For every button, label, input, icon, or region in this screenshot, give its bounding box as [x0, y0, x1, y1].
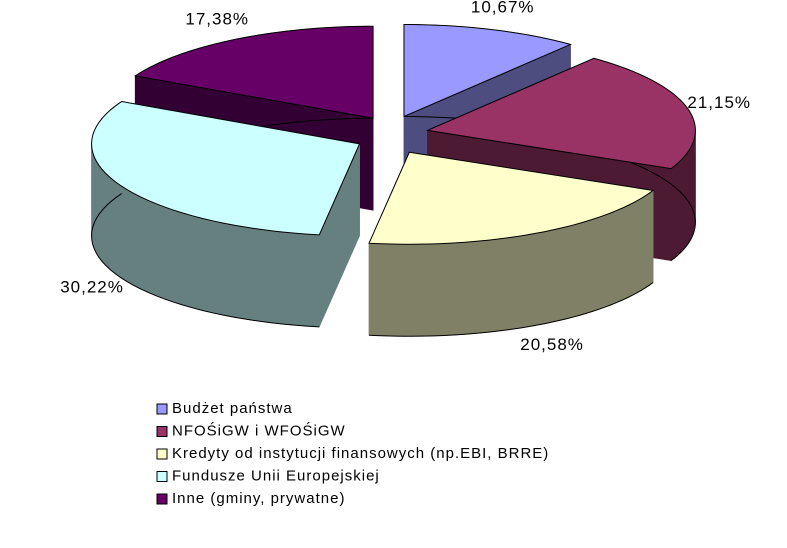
slice-side — [437, 243, 448, 337]
slice-side — [488, 238, 498, 333]
slice-side — [246, 226, 259, 322]
slice-side — [640, 195, 646, 291]
slice-side — [649, 189, 654, 286]
slice-side — [680, 156, 685, 253]
slice-side — [621, 205, 628, 301]
slice — [368, 151, 655, 337]
slice-side — [670, 165, 676, 262]
slice-side — [674, 162, 679, 259]
slice-edge — [91, 193, 320, 328]
slice-top — [91, 100, 361, 236]
slice-side — [565, 224, 574, 320]
legend: Inne (gminy, prywatne) — [172, 490, 345, 507]
slice-side — [480, 239, 490, 334]
slice-side — [598, 214, 606, 310]
legend-swatch — [156, 471, 168, 482]
slice-side — [281, 231, 295, 326]
slice-side — [164, 206, 174, 303]
slice-side — [269, 230, 283, 325]
slice-side — [626, 202, 633, 299]
slice-side — [604, 212, 612, 308]
slice-side — [173, 209, 184, 306]
slice-side — [579, 220, 587, 316]
slice-side — [420, 243, 430, 337]
legend: NFOŚiGW i WFOŚiGW — [172, 421, 346, 439]
legend-swatch — [156, 493, 168, 505]
slice-side — [645, 192, 650, 289]
slice-side — [202, 218, 214, 314]
slice-side — [257, 228, 271, 323]
slice-side — [592, 216, 600, 312]
slice-side — [429, 243, 439, 337]
slice-side — [446, 242, 456, 336]
slice-side — [558, 226, 567, 321]
slice-side — [586, 218, 594, 314]
slice-edge — [369, 282, 654, 337]
slice-side — [610, 210, 617, 306]
slice-side — [140, 196, 149, 293]
legend: Budżet państwa — [172, 400, 293, 417]
slice-side — [306, 233, 320, 328]
data-label: 20,58% — [520, 335, 584, 354]
slice — [91, 100, 361, 328]
slice-side — [572, 222, 581, 318]
slice-top — [425, 57, 696, 170]
slice-top — [133, 25, 374, 119]
slice-side — [513, 235, 522, 330]
slice-side — [505, 236, 514, 331]
slice-side — [147, 199, 157, 297]
data-label: 17,38% — [185, 9, 249, 28]
data-label: 30,22% — [60, 278, 124, 297]
slice-side — [677, 159, 682, 256]
slice-side — [683, 153, 687, 251]
slice-top — [368, 151, 655, 245]
slice-side — [521, 234, 530, 329]
slice-side — [223, 222, 236, 318]
legend: Kredyty od instytucji finansowych (np.EB… — [172, 445, 549, 462]
slice-side — [132, 192, 141, 290]
slice-side — [455, 241, 465, 336]
slice-top — [403, 23, 573, 118]
slice-side — [463, 241, 473, 335]
slice-side — [155, 203, 165, 300]
data-label: 21,15% — [687, 93, 751, 112]
slice-side — [636, 197, 642, 294]
slice-side — [551, 228, 560, 323]
legend: Fundusze Unii Europejskiej — [172, 467, 380, 484]
slice-side — [496, 237, 506, 332]
slice-side — [631, 200, 637, 296]
slice-side — [120, 185, 128, 282]
data-label: 10,67% — [471, 0, 535, 16]
slice-side — [616, 207, 623, 304]
slice-side — [544, 229, 553, 325]
legend-swatch — [156, 403, 168, 415]
slice-side — [212, 220, 225, 316]
slice-side — [294, 232, 308, 327]
slice-side — [536, 231, 545, 326]
slice-side — [528, 232, 538, 327]
slice-side — [126, 188, 134, 286]
slice-side — [192, 215, 203, 311]
slice-side — [471, 240, 481, 334]
slice-edge — [593, 149, 696, 262]
legend-swatch — [156, 448, 168, 460]
legend-swatch — [156, 426, 168, 437]
slice-side — [403, 243, 413, 337]
slice-side — [411, 243, 422, 337]
slice-side — [234, 225, 247, 320]
slice-side — [182, 212, 193, 309]
